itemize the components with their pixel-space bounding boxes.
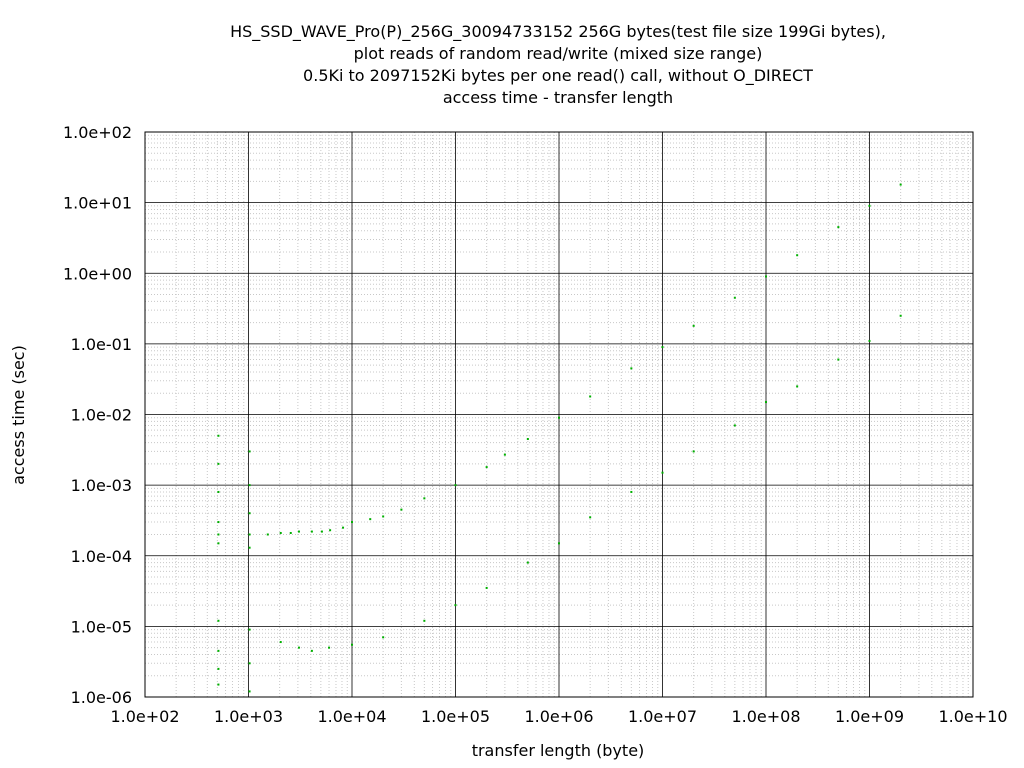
data-point-series-2 (217, 667, 220, 670)
data-point-series-2 (630, 490, 633, 493)
data-point-series-1 (454, 484, 457, 487)
data-point-series-1 (382, 515, 385, 518)
data-point-series-2 (589, 516, 592, 519)
data-point-series-2 (899, 314, 902, 317)
data-point-series-2 (765, 401, 767, 404)
y-tick-label: 1.0e+00 (63, 264, 132, 283)
data-point-series-1 (868, 204, 871, 207)
data-point-series-1 (899, 183, 902, 186)
y-axis-label: access time (sec) (9, 345, 28, 485)
data-point-series-2 (868, 339, 871, 342)
x-tick-label: 1.0e+10 (938, 707, 1007, 726)
data-point-series-1 (217, 490, 220, 493)
data-point-series-1 (400, 508, 403, 511)
data-point-series-2 (217, 619, 220, 622)
data-point-series-1 (248, 533, 251, 536)
data-point-series-1 (342, 526, 345, 529)
data-point-series-1 (217, 462, 220, 465)
y-tick-label: 1.0e+02 (63, 123, 132, 142)
plot-frame (144, 131, 974, 698)
data-point-series-1 (320, 530, 323, 533)
data-point-series-1 (289, 531, 292, 534)
title-line-3: 0.5Ki to 2097152Ki bytes per one read() … (303, 66, 813, 86)
data-point-series-1 (765, 275, 767, 278)
data-point-series-1 (297, 530, 300, 533)
data-point-series-2 (297, 646, 300, 649)
y-tick-label: 1.0e-03 (71, 476, 132, 495)
data-point-series-1 (733, 296, 736, 299)
data-point-series-2 (217, 683, 220, 686)
data-point-series-2 (217, 649, 220, 652)
data-point-series-2 (423, 619, 426, 622)
data-point-series-1 (266, 533, 269, 536)
y-tick-label: 1.0e-01 (71, 335, 132, 354)
y-tick-label: 1.0e-02 (71, 406, 132, 425)
data-point-series-2 (692, 450, 695, 453)
data-point-series-2 (733, 424, 736, 427)
title-line-1: HS_SSD_WAVE_Pro(P)_256G_30094733152 256G… (230, 22, 886, 42)
data-point-series-1 (217, 521, 220, 524)
data-point-series-1 (248, 546, 251, 549)
data-point-series-1 (329, 529, 332, 532)
data-point-series-1 (661, 346, 664, 349)
data-point-series-2 (796, 385, 799, 388)
y-tick-label: 1.0e-06 (71, 688, 132, 707)
title-line-2: plot reads of random read/write (mixed s… (354, 44, 763, 63)
data-point-series-2 (328, 646, 331, 649)
y-tick-label: 1.0e+01 (63, 194, 132, 213)
data-point-series-1 (217, 434, 220, 437)
data-point-series-1 (630, 367, 633, 370)
data-point-series-1 (217, 542, 220, 545)
y-tick-label: 1.0e-04 (71, 547, 132, 566)
data-point-series-1 (369, 518, 372, 521)
data-point-series-2 (310, 649, 313, 652)
data-point-series-2 (526, 561, 529, 564)
x-tick-label: 1.0e+07 (628, 707, 697, 726)
data-point-series-2 (558, 542, 560, 545)
y-tick-labels: 1.0e-06 1.0e-05 1.0e-04 1.0e-03 1.0e-02 1.0e-… (63, 123, 132, 707)
x-tick-label: 1.0e+04 (317, 707, 386, 726)
x-tick-label: 1.0e+06 (524, 707, 593, 726)
data-point-series-1 (248, 450, 251, 453)
data-point-series-1 (217, 533, 220, 536)
data-point-series-2 (351, 643, 353, 646)
data-point-series-1 (310, 530, 313, 533)
data-point-series-1 (558, 416, 560, 419)
data-point-series-1 (485, 466, 488, 469)
data-point-series-2 (485, 586, 488, 589)
data-point-series-1 (837, 226, 840, 229)
data-point-series-2 (279, 641, 282, 644)
data-points (217, 183, 902, 693)
data-point-series-1 (589, 395, 592, 398)
data-point-series-1 (351, 521, 353, 524)
x-tick-label: 1.0e+09 (835, 707, 904, 726)
data-point-series-1 (248, 512, 251, 515)
data-point-series-1 (503, 453, 506, 456)
x-tick-label: 1.0e+03 (214, 707, 283, 726)
data-point-series-2 (454, 604, 457, 607)
data-point-series-1 (796, 254, 799, 257)
x-tick-label: 1.0e+05 (421, 707, 490, 726)
data-point-series-1 (526, 437, 529, 440)
data-point-series-2 (837, 358, 840, 361)
data-point-series-1 (423, 497, 426, 500)
title-line-4: access time - transfer length (443, 88, 673, 107)
chart-title: HS_SSD_WAVE_Pro(P)_256G_30094733152 256G… (230, 22, 886, 107)
x-tick-labels: 1.0e+02 1.0e+03 1.0e+04 1.0e+05 1.0e+06 1.0e+… (110, 707, 1007, 726)
data-point-series-1 (279, 531, 282, 534)
data-point-series-2 (248, 690, 251, 693)
data-point-series-1 (248, 484, 251, 487)
data-point-series-2 (248, 628, 251, 631)
data-point-series-2 (382, 636, 385, 639)
x-axis-label: transfer length (byte) (472, 741, 645, 760)
x-tick-label: 1.0e+08 (731, 707, 800, 726)
data-point-series-2 (661, 471, 664, 474)
y-tick-label: 1.0e-05 (71, 617, 132, 636)
data-point-series-2 (248, 662, 251, 665)
x-tick-label: 1.0e+02 (110, 707, 179, 726)
data-point-series-1 (692, 324, 695, 327)
